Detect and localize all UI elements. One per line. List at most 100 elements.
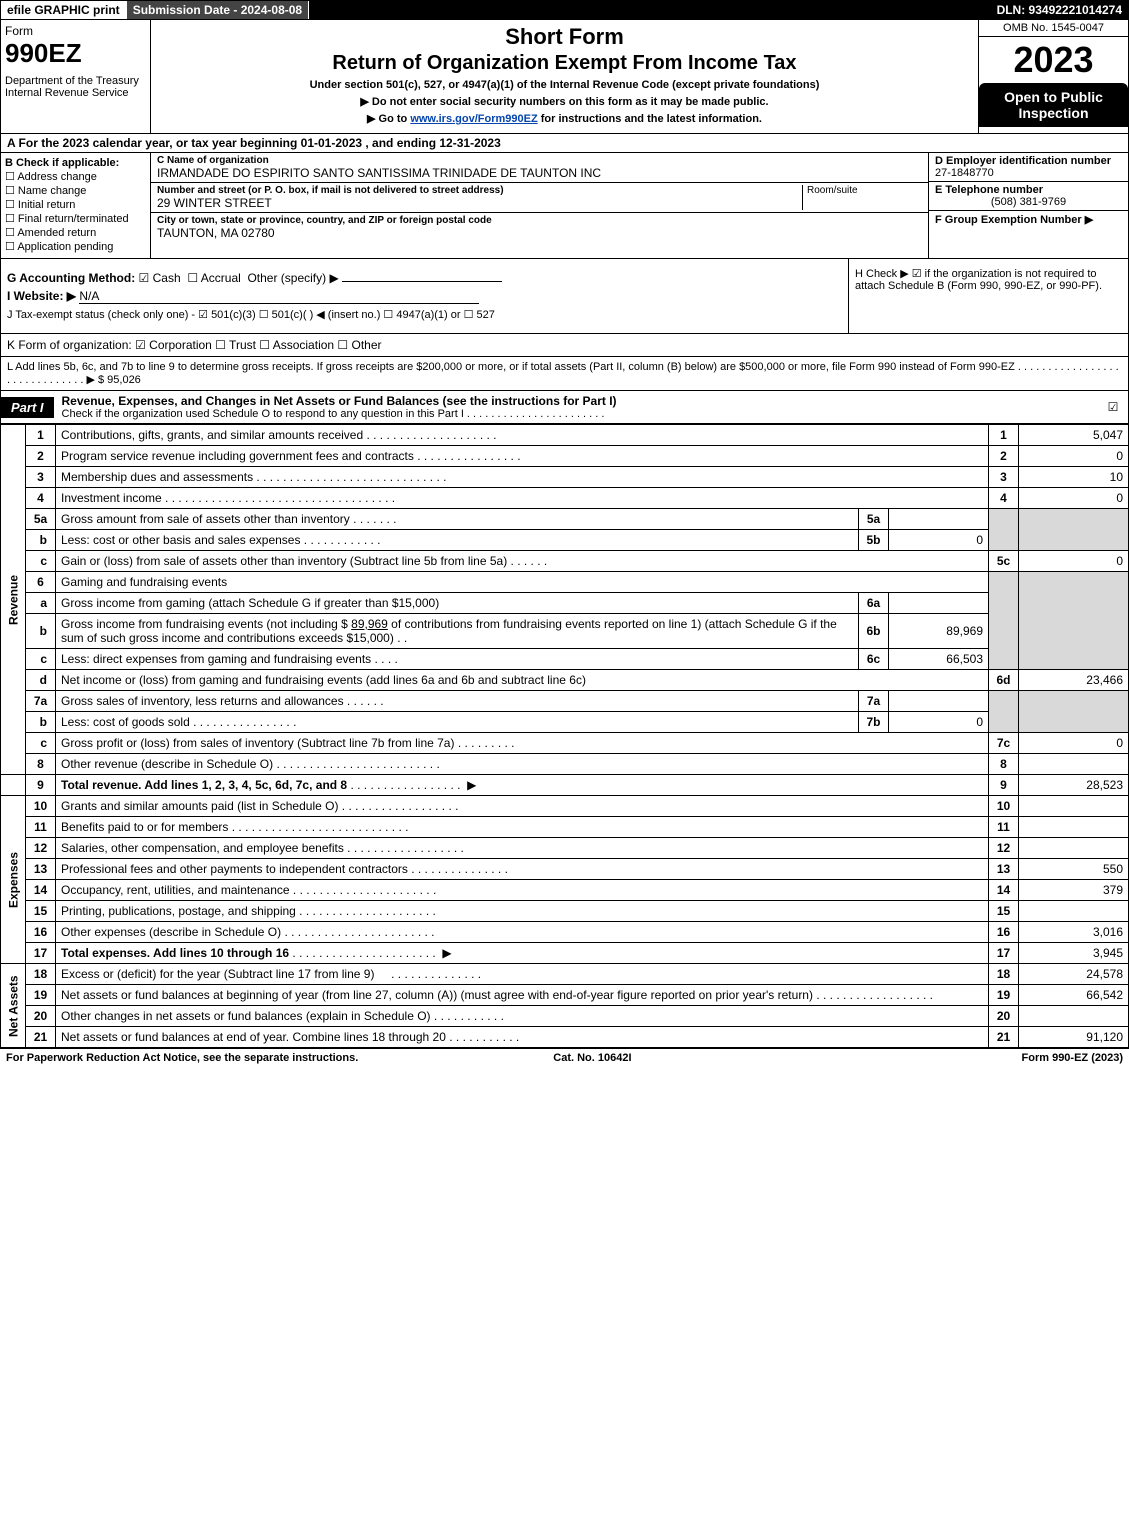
l20-desc: Other changes in net assets or fund bala… (56, 1006, 989, 1027)
b-header: B Check if applicable: (5, 157, 146, 169)
l7a-num: 7a (26, 691, 56, 712)
l14-outlab: 14 (989, 880, 1019, 901)
topbar: efile GRAPHIC print Submission Date - 20… (0, 0, 1129, 20)
l3-desc-text: Membership dues and assessments (61, 470, 253, 484)
col-h: H Check ▶ ☑ if the organization is not r… (848, 259, 1128, 333)
col-g: G Accounting Method: Cash Accrual Other … (1, 259, 848, 333)
l8-desc-text: Other revenue (describe in Schedule O) (61, 757, 273, 771)
part1-title: Revenue, Expenses, and Changes in Net As… (54, 391, 1098, 423)
l18-outval: 24,578 (1019, 964, 1129, 985)
i-value: N/A (79, 289, 479, 304)
l13-num: 13 (26, 859, 56, 880)
l7b-num: b (26, 712, 56, 733)
l17-outval: 3,945 (1019, 943, 1129, 964)
chk-name-change[interactable]: Name change (5, 184, 146, 197)
form-number: 990EZ (5, 38, 146, 69)
department: Department of the Treasury Internal Reve… (5, 75, 146, 99)
h-text: H Check ▶ ☑ if the organization is not r… (855, 267, 1122, 292)
irs-link[interactable]: www.irs.gov/Form990EZ (410, 113, 537, 125)
l2-desc-text: Program service revenue including govern… (61, 449, 414, 463)
l21-desc-text: Net assets or fund balances at end of ye… (61, 1030, 446, 1044)
chk-address-change[interactable]: Address change (5, 170, 146, 183)
l16-outval: 3,016 (1019, 922, 1129, 943)
g-other[interactable]: Other (specify) ▶ (247, 271, 338, 285)
l16-desc-text: Other expenses (describe in Schedule O) (61, 925, 281, 939)
header-center: Short Form Return of Organization Exempt… (151, 20, 978, 133)
l6a-inval (889, 593, 989, 614)
l19-desc-text: Net assets or fund balances at beginning… (61, 988, 813, 1002)
part1-check[interactable] (1098, 400, 1128, 414)
footer-mid: Cat. No. 10642I (553, 1052, 631, 1064)
l5b-desc-text: Less: cost or other basis and sales expe… (61, 533, 300, 547)
l5a-inlab: 5a (859, 509, 889, 530)
l5b-num: b (26, 530, 56, 551)
chk-initial-return[interactable]: Initial return (5, 198, 146, 211)
i-label: I Website: ▶ (7, 289, 76, 303)
l18-desc-text: Excess or (deficit) for the year (Subtra… (61, 967, 374, 981)
l2-outlab: 2 (989, 446, 1019, 467)
form-header: Form 990EZ Department of the Treasury In… (0, 20, 1129, 134)
l15-outlab: 15 (989, 901, 1019, 922)
l5a-desc: Gross amount from sale of assets other t… (56, 509, 859, 530)
l15-desc-text: Printing, publications, postage, and shi… (61, 904, 296, 918)
sidelabel-expenses: Expenses (1, 796, 26, 964)
l5c-desc-text: Gain or (loss) from sale of assets other… (61, 554, 507, 568)
l6c-desc-text: Less: direct expenses from gaming and fu… (61, 652, 371, 666)
l1-outlab: 1 (989, 425, 1019, 446)
l1-num: 1 (26, 425, 56, 446)
l6b-inval: 89,969 (889, 614, 989, 649)
l17-desc-text: Total expenses. Add lines 10 through 16 (61, 946, 289, 960)
l16-outlab: 16 (989, 922, 1019, 943)
return-title: Return of Organization Exempt From Incom… (159, 52, 970, 75)
l10-outval (1019, 796, 1129, 817)
g-accrual[interactable]: Accrual (187, 271, 240, 285)
d-header: D Employer identification number (935, 155, 1122, 167)
efile-print[interactable]: efile GRAPHIC print (1, 1, 127, 19)
l20-outlab: 20 (989, 1006, 1019, 1027)
c-room-label: Room/suite (802, 185, 922, 210)
l15-outval (1019, 901, 1129, 922)
sidelabel-revenue: Revenue (1, 425, 26, 775)
l6b-num: b (26, 614, 56, 649)
l11-num: 11 (26, 817, 56, 838)
l6d-outlab: 6d (989, 670, 1019, 691)
l11-desc: Benefits paid to or for members . . . . … (56, 817, 989, 838)
header-right: OMB No. 1545-0047 2023 Open to Public In… (978, 20, 1128, 133)
c-name-cell: C Name of organization IRMANDADE DO ESPI… (151, 153, 928, 183)
d-value: 27-1848770 (935, 167, 1122, 179)
l8-outlab: 8 (989, 754, 1019, 775)
chk-amended-return[interactable]: Amended return (5, 226, 146, 239)
l3-outval: 10 (1019, 467, 1129, 488)
chk-final-return[interactable]: Final return/terminated (5, 212, 146, 225)
l9-num: 9 (26, 775, 56, 796)
chk-application-pending[interactable]: Application pending (5, 240, 146, 253)
l17-desc: Total expenses. Add lines 10 through 16 … (56, 943, 989, 964)
l20-outval (1019, 1006, 1129, 1027)
l14-outval: 379 (1019, 880, 1129, 901)
l4-num: 4 (26, 488, 56, 509)
footer: For Paperwork Reduction Act Notice, see … (0, 1048, 1129, 1067)
l18-num: 18 (26, 964, 56, 985)
l6a-desc: Gross income from gaming (attach Schedul… (56, 593, 859, 614)
c-name-value: IRMANDADE DO ESPIRITO SANTO SANTISSIMA T… (157, 166, 922, 180)
footer-right: Form 990-EZ (2023) (1022, 1052, 1123, 1064)
l16-num: 16 (26, 922, 56, 943)
g-other-input[interactable] (342, 281, 502, 282)
part1-sub: Check if the organization used Schedule … (62, 408, 1090, 420)
g-cash[interactable]: Cash (139, 271, 181, 285)
l15-num: 15 (26, 901, 56, 922)
l6b-d1: Gross income from fundraising events (no… (61, 617, 351, 631)
f-header: F Group Exemption Number ▶ (935, 213, 1122, 226)
l2-num: 2 (26, 446, 56, 467)
l1-desc-text: Contributions, gifts, grants, and simila… (61, 428, 363, 442)
l12-desc: Salaries, other compensation, and employ… (56, 838, 989, 859)
l7a-desc: Gross sales of inventory, less returns a… (56, 691, 859, 712)
l7a-desc-text: Gross sales of inventory, less returns a… (61, 694, 344, 708)
l5ab-grey (989, 509, 1019, 551)
l6-num: 6 (26, 572, 56, 593)
l6-desc: Gaming and fundraising events (56, 572, 989, 593)
l13-desc-text: Professional fees and other payments to … (61, 862, 408, 876)
l5c-num: c (26, 551, 56, 572)
instr-ssn: ▶ Do not enter social security numbers o… (159, 95, 970, 108)
l7ab-grey-val (1019, 691, 1129, 733)
